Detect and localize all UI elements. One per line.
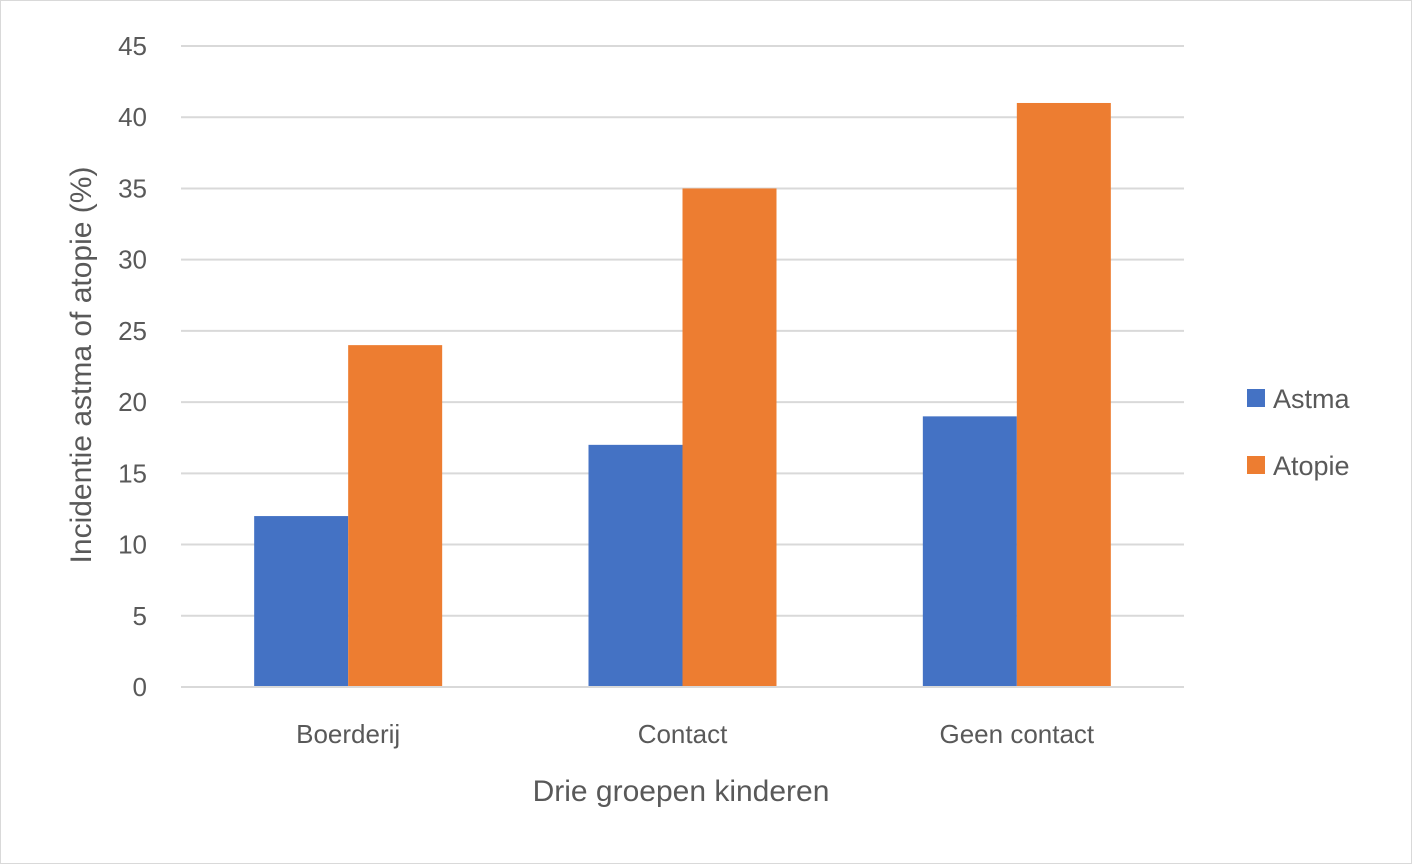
legend-swatch-atopie — [1247, 456, 1265, 474]
legend: Astma Atopie — [1247, 384, 1351, 481]
legend-swatch-astma — [1247, 389, 1265, 407]
legend-label-atopie: Atopie — [1273, 451, 1350, 481]
x-axis-tick-labels: Boerderij Contact Geen contact — [296, 719, 1095, 749]
bar-astma-1 — [254, 516, 349, 687]
bars — [254, 102, 1111, 687]
bar-atopie-1 — [348, 345, 443, 687]
y-tick-label: 15 — [118, 458, 147, 488]
y-tick-label: 25 — [118, 316, 147, 346]
y-axis-tick-labels: 0 5 10 15 20 25 30 35 40 45 — [118, 31, 147, 702]
y-tick-label: 40 — [118, 102, 147, 132]
y-tick-label: 30 — [118, 245, 147, 275]
y-tick-label: 45 — [118, 31, 147, 61]
x-tick-label: Boerderij — [296, 719, 400, 749]
y-tick-label: 35 — [118, 173, 147, 203]
x-tick-label: Contact — [638, 719, 728, 749]
legend-label-astma: Astma — [1273, 384, 1351, 414]
y-tick-label: 10 — [118, 530, 147, 560]
bar-atopie-2 — [682, 188, 777, 687]
bar-astma-2 — [588, 444, 683, 687]
x-tick-label: Geen contact — [940, 719, 1095, 749]
y-tick-label: 5 — [133, 601, 147, 631]
y-axis-title: Incidentie astma of atopie (%) — [65, 167, 98, 564]
bar-atopie-3 — [1016, 102, 1111, 687]
y-tick-label: 20 — [118, 387, 147, 417]
y-tick-label: 0 — [133, 672, 147, 702]
x-axis-title: Drie groepen kinderen — [533, 775, 830, 808]
bar-astma-3 — [922, 416, 1017, 687]
